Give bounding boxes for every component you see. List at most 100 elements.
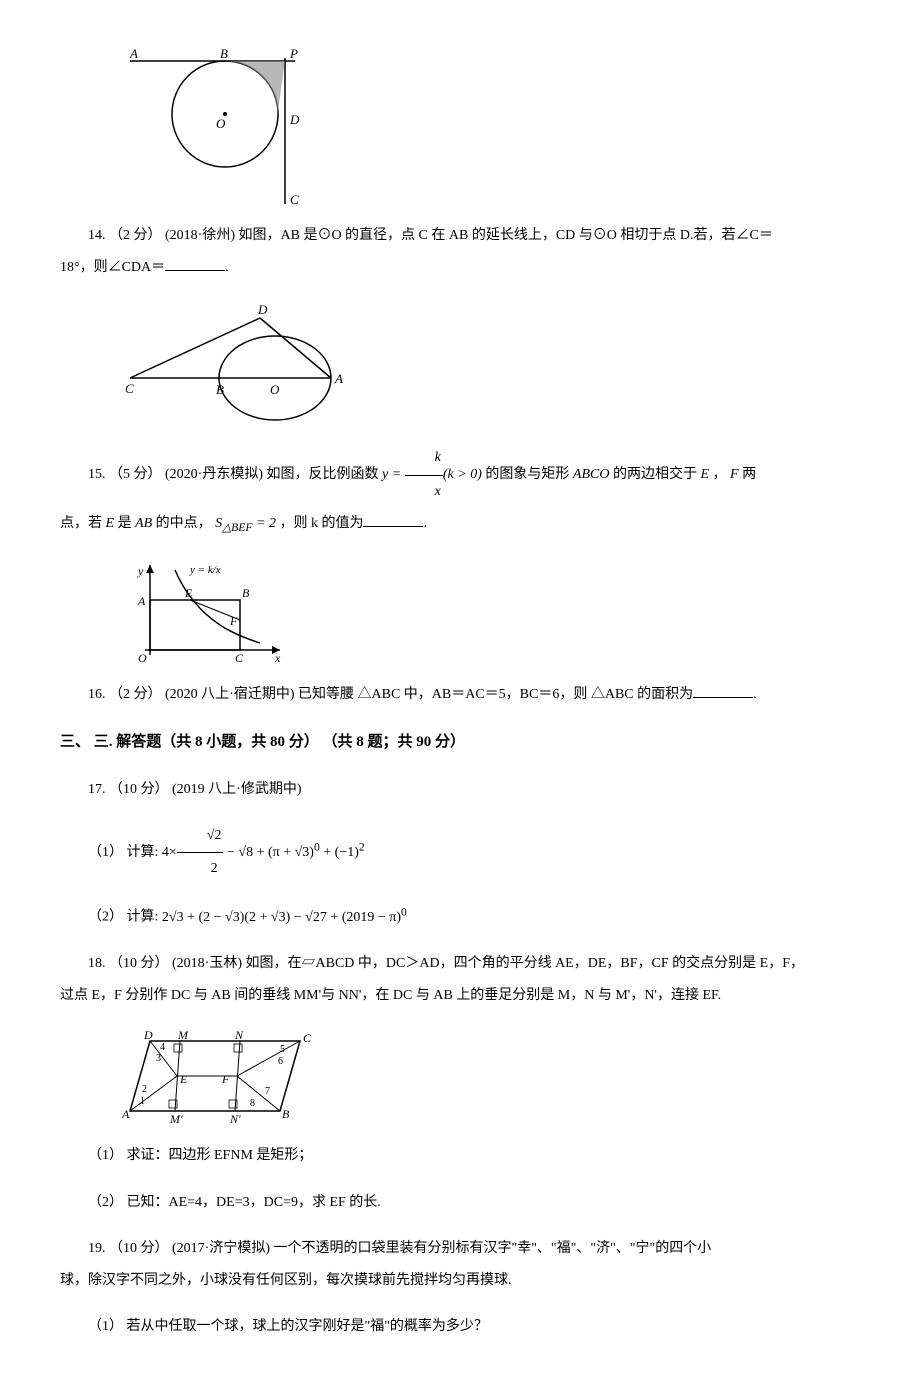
q17-src: (2019 八上·修武期中) bbox=[172, 782, 302, 797]
q16-pts: （2 分） bbox=[109, 687, 162, 702]
label-D: D bbox=[257, 302, 268, 317]
q19-text1: 一个不透明的口袋里装有分别标有汉字"幸"、"福"、"济"、"宁"的四个小 bbox=[274, 1241, 712, 1256]
q19-src: (2017·济宁模拟) bbox=[172, 1241, 270, 1256]
q15-e: E bbox=[700, 467, 709, 482]
q15-f: F bbox=[730, 467, 739, 482]
q18-num: 18. bbox=[88, 956, 106, 971]
q14-src: (2018·徐州) bbox=[165, 228, 235, 243]
q15-src: (2020·丹东模拟) bbox=[165, 467, 263, 482]
section-3-heading: 三、 三. 解答题（共 8 小题，共 80 分） （共 8 题；共 90 分） bbox=[60, 726, 860, 759]
q14-text: 14. （2 分） (2018·徐州) 如图，AB 是⊙O 的直径，点 C 在 … bbox=[60, 220, 860, 284]
q15-text: 15. （5 分） (2020·丹东模拟) 如图，反比例函数 y = kx(k … bbox=[60, 442, 860, 541]
q16-text1: 已知等腰 △ABC 中，AB＝AC＝5，BC＝6，则 △ABC 的面积为 bbox=[298, 687, 693, 702]
label-2: 2 bbox=[142, 1084, 147, 1095]
label-O: O bbox=[270, 382, 280, 397]
label-C: C bbox=[303, 1031, 312, 1045]
q18-text2: 过点 E，F 分别作 DC 与 AB 间的垂线 MM'与 NN'，在 DC 与 … bbox=[60, 988, 721, 1003]
q15-comma: ， bbox=[713, 467, 727, 482]
q17-part1-formula: 4×√22 − √8 + (π + √3)0 + (−1)2 bbox=[162, 845, 365, 860]
q18-text: 18. （10 分） (2018·玉林) 如图，在▱ABCD 中，DC＞AD，四… bbox=[60, 948, 860, 1012]
label-1: 1 bbox=[140, 1096, 145, 1107]
q19-text2: 球，除汉字不同之外，小球没有任何区别，每次摸球前先搅拌均匀再摸球. bbox=[60, 1273, 512, 1288]
q16-num: 16. bbox=[88, 687, 106, 702]
q19-part1: （1） 若从中任取一个球，球上的汉字刚好是"福"的概率为多少？ bbox=[60, 1311, 860, 1343]
label-8: 8 bbox=[250, 1098, 255, 1109]
label-Np: N' bbox=[229, 1112, 241, 1126]
label-C: C bbox=[290, 192, 299, 206]
label-6: 6 bbox=[278, 1056, 283, 1067]
q15-text5: 点，若 bbox=[60, 516, 106, 531]
q17-part1-label: （1） 计算: bbox=[88, 845, 162, 860]
q16-text: 16. （2 分） (2020 八上·宿迁期中) 已知等腰 △ABC 中，AB＝… bbox=[60, 679, 860, 711]
q15-text2: 的图象与矩形 bbox=[485, 467, 573, 482]
q19-text: 19. （10 分） (2017·济宁模拟) 一个不透明的口袋里装有分别标有汉字… bbox=[60, 1233, 860, 1297]
label-F: F bbox=[221, 1072, 230, 1086]
q15-abco: ABCO bbox=[573, 467, 610, 482]
label-M: M bbox=[177, 1028, 189, 1042]
q15-text4: 两 bbox=[742, 467, 756, 482]
q15-figure: y A E B F O C x y = k/x bbox=[120, 555, 860, 665]
q14-figure: C D B O A bbox=[120, 298, 860, 428]
q17-text: 17. （10 分） (2019 八上·修武期中) bbox=[60, 774, 860, 806]
q18-figure: D M N C E F A M' N' B 1 2 3 4 5 6 7 8 bbox=[120, 1026, 860, 1126]
q17-part2-label: （2） 计算: bbox=[88, 910, 162, 925]
q15-num: 15. bbox=[88, 467, 106, 482]
label-P: P bbox=[289, 46, 298, 61]
label-4: 4 bbox=[160, 1042, 165, 1053]
q15-text3: 的两边相交于 bbox=[613, 467, 701, 482]
q19-num: 19. bbox=[88, 1241, 106, 1256]
q17-part2-formula: 2√3 + (2 − √3)(2 + √3) − √27 + (2019 − π… bbox=[162, 910, 407, 925]
q16-src: (2020 八上·宿迁期中) bbox=[165, 687, 295, 702]
q16-answer-blank[interactable] bbox=[693, 683, 753, 698]
q13-figure: A B P D C O bbox=[120, 46, 860, 206]
q15-text9: . bbox=[423, 516, 427, 531]
q17-part2: （2） 计算: 2√3 + (2 − √3)(2 + √3) − √27 + (… bbox=[60, 899, 860, 934]
q15-ab: AB bbox=[135, 516, 152, 531]
q18-text1: 如图，在▱ABCD 中，DC＞AD，四个角的平分线 AE，DE，BF，CF 的交… bbox=[246, 956, 804, 971]
q18-src: (2018·玉林) bbox=[172, 956, 242, 971]
q15-text6: 是 bbox=[118, 516, 136, 531]
q18-part2: （2） 已知：AE=4，DE=3，DC=9，求 EF 的长. bbox=[60, 1187, 860, 1219]
label-Mp: M' bbox=[169, 1112, 183, 1126]
label-O: O bbox=[138, 651, 147, 665]
q14-pts: （2 分） bbox=[109, 228, 162, 243]
label-A: A bbox=[129, 46, 138, 61]
label-7: 7 bbox=[265, 1086, 270, 1097]
q14-answer-blank[interactable] bbox=[165, 256, 225, 271]
label-B: B bbox=[242, 586, 250, 600]
q15-text8: ，则 k 的值为 bbox=[279, 516, 363, 531]
q16-text2: . bbox=[753, 687, 757, 702]
label-5: 5 bbox=[280, 1044, 285, 1055]
label-C: C bbox=[235, 651, 244, 665]
q18-part1: （1） 求证：四边形 EFNM 是矩形； bbox=[60, 1140, 860, 1172]
q15-formula1: y = kx(k > 0) bbox=[382, 467, 482, 482]
label-O: O bbox=[216, 116, 226, 131]
q19-pts: （10 分） bbox=[109, 1241, 169, 1256]
label-B: B bbox=[282, 1107, 290, 1121]
q15-text1: 如图，反比例函数 bbox=[267, 467, 383, 482]
label-curve: y = k/x bbox=[189, 564, 221, 576]
label-x: x bbox=[274, 651, 281, 665]
q15-pts: （5 分） bbox=[109, 467, 162, 482]
q15-sbef: S△BEF = 2 bbox=[215, 516, 276, 531]
q14-text2: 18°，则∠CDA＝ bbox=[60, 260, 165, 275]
q15-text7: 的中点， bbox=[156, 516, 212, 531]
label-A: A bbox=[121, 1107, 130, 1121]
q14-num: 14. bbox=[88, 228, 106, 243]
label-3: 3 bbox=[156, 1053, 161, 1064]
q15-e2: E bbox=[106, 516, 115, 531]
q14-text1: 如图，AB 是⊙O 的直径，点 C 在 AB 的延长线上，CD 与⊙O 相切于点… bbox=[239, 228, 773, 243]
label-E: E bbox=[179, 1072, 188, 1086]
label-A: A bbox=[334, 371, 343, 386]
q17-part1: （1） 计算: 4×√22 − √8 + (π + √3)0 + (−1)2 bbox=[60, 820, 860, 885]
label-B: B bbox=[220, 46, 228, 61]
q17-num: 17. bbox=[88, 782, 106, 797]
q18-pts: （10 分） bbox=[109, 956, 169, 971]
q15-answer-blank[interactable] bbox=[363, 512, 423, 527]
label-y: y bbox=[137, 564, 144, 578]
label-N: N bbox=[234, 1028, 244, 1042]
label-C: C bbox=[125, 381, 134, 396]
label-A: A bbox=[137, 594, 146, 608]
q14-text3: . bbox=[225, 260, 229, 275]
label-D: D bbox=[289, 112, 300, 127]
